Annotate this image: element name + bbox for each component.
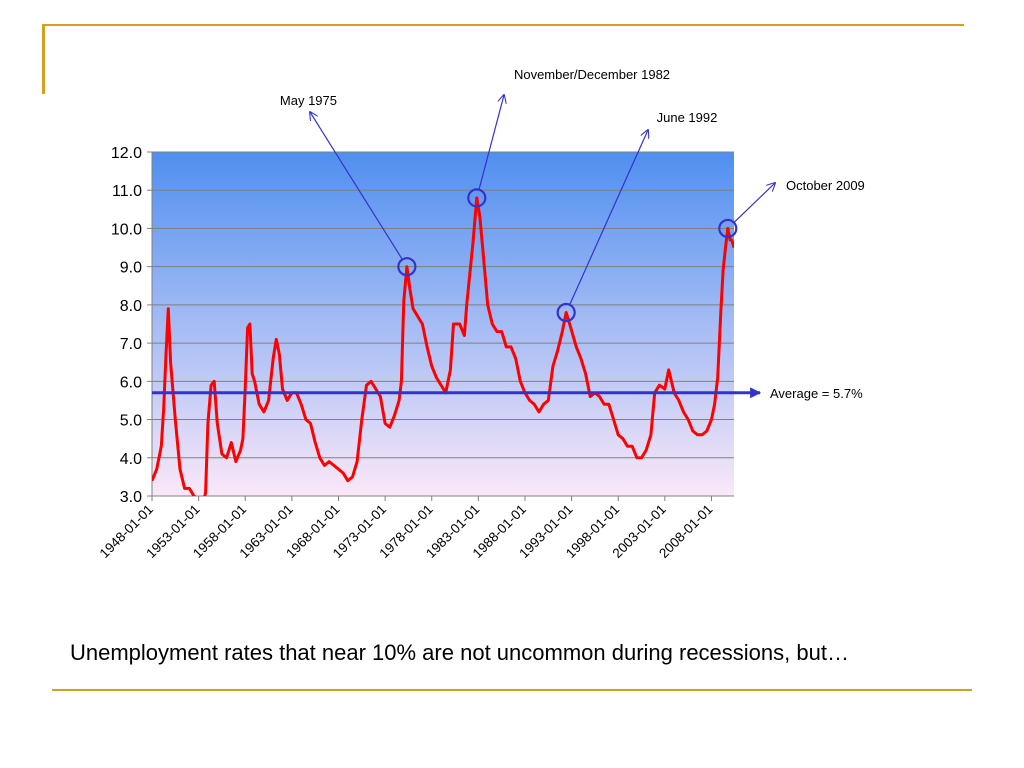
unemployment-chart: 3.0 4.0 5.0 6.0 7.0 8.0 9.0 10.0 11.0 12.0 1948-0… xyxy=(97,67,865,561)
y-tick-label: 10.0 xyxy=(111,221,142,238)
annotation-arrow xyxy=(569,130,648,305)
y-tick-label: 7.0 xyxy=(120,336,142,353)
left-rule xyxy=(42,24,45,94)
top-rule xyxy=(42,24,964,26)
y-tick-label: 4.0 xyxy=(120,451,142,468)
unemployment-line xyxy=(152,196,734,496)
annotation-label: May 1975 xyxy=(280,93,337,108)
bottom-rule xyxy=(52,689,972,691)
annotation-label: November/December 1982 xyxy=(514,67,670,82)
y-tick-label: 6.0 xyxy=(120,374,142,391)
y-tick-label: 9.0 xyxy=(120,260,142,277)
annotation-label: June 1992 xyxy=(657,110,718,125)
y-axis-ticks: 3.0 4.0 5.0 6.0 7.0 8.0 9.0 10.0 11.0 12.0 xyxy=(111,145,152,506)
slide-caption: Unemployment rates that near 10% are not… xyxy=(70,640,849,665)
average-label: Average = 5.7% xyxy=(770,386,863,401)
annotation-arrow xyxy=(478,95,504,190)
series xyxy=(152,196,734,496)
y-tick-label: 3.0 xyxy=(120,489,142,506)
annotation-arrow xyxy=(310,112,403,260)
annotation-circle xyxy=(556,302,576,323)
annotation-circle xyxy=(467,188,487,208)
average-reference: Average = 5.7% xyxy=(152,386,863,401)
annotation-circle xyxy=(397,257,417,277)
y-tick-label: 11.0 xyxy=(112,183,142,200)
y-tick-label: 12.0 xyxy=(111,145,142,162)
y-tick-label: 8.0 xyxy=(120,298,142,315)
annotations: May 1975 November/December 1982 June 1992 O… xyxy=(280,67,865,323)
annotation-circle xyxy=(718,218,738,239)
annotation-arrow xyxy=(733,183,775,223)
x-axis-ticks: 1948-01-011953-01-011958-01-011963-01-01… xyxy=(97,496,716,561)
axes xyxy=(151,152,734,497)
annotation-label: October 2009 xyxy=(786,178,865,193)
y-tick-label: 5.0 xyxy=(120,413,142,430)
